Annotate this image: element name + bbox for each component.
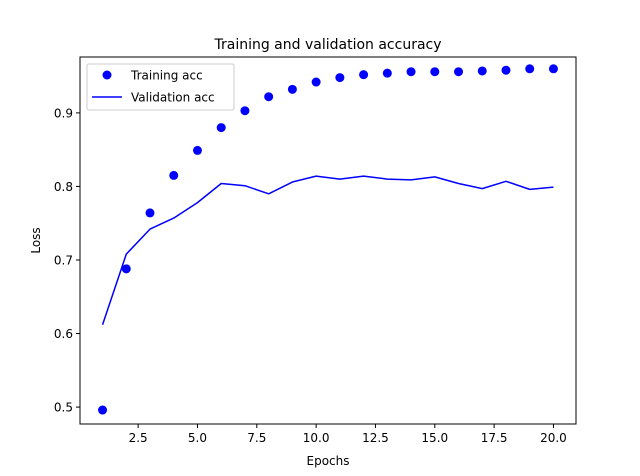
x-tick-label: 12.5 bbox=[362, 431, 389, 445]
training-acc-point bbox=[240, 106, 250, 116]
x-tick-label: 10.0 bbox=[303, 431, 330, 445]
legend-training-marker bbox=[102, 70, 112, 80]
training-acc-point bbox=[335, 73, 345, 83]
validation-acc-line bbox=[101, 175, 554, 325]
training-acc-point bbox=[216, 123, 226, 133]
y-axis-label: Loss bbox=[29, 227, 43, 253]
training-acc-point bbox=[287, 84, 297, 94]
training-acc-point bbox=[169, 170, 179, 180]
training-acc-point bbox=[501, 65, 511, 75]
legend-validation-label: Validation acc bbox=[131, 91, 215, 105]
training-acc-point bbox=[311, 77, 321, 87]
x-tick-label: 2.5 bbox=[129, 431, 148, 445]
training-acc-point bbox=[359, 70, 369, 80]
x-tick-label: 5.0 bbox=[188, 431, 207, 445]
legend: Training acc Validation acc bbox=[86, 63, 235, 111]
legend-box bbox=[86, 63, 235, 111]
training-acc-point bbox=[406, 67, 416, 77]
training-acc-point bbox=[98, 405, 108, 415]
x-axis: 2.5 5.0 7.5 10.0 12.5 15.0 17.5 20.0 bbox=[129, 424, 567, 445]
training-acc-point bbox=[192, 145, 202, 155]
x-tick-label: 20.0 bbox=[540, 431, 567, 445]
training-acc-point bbox=[382, 68, 392, 78]
y-tick-label: 0.5 bbox=[54, 401, 73, 415]
training-acc-point bbox=[477, 66, 487, 76]
x-tick-label: 7.5 bbox=[247, 431, 266, 445]
chart-title: Training and validation accuracy bbox=[213, 37, 441, 53]
training-acc-series bbox=[98, 64, 558, 415]
x-tick-label: 15.0 bbox=[421, 431, 448, 445]
y-tick-label: 0.8 bbox=[54, 180, 73, 194]
y-axis: 0.5 0.6 0.7 0.8 0.9 bbox=[54, 106, 80, 415]
y-tick-label: 0.7 bbox=[54, 253, 73, 267]
plot-area bbox=[79, 56, 577, 425]
training-acc-point bbox=[454, 67, 464, 77]
plot-frame bbox=[79, 56, 577, 425]
training-acc-point bbox=[430, 67, 440, 77]
training-acc-point bbox=[145, 208, 155, 218]
training-acc-point bbox=[548, 64, 558, 74]
training-acc-point bbox=[264, 92, 274, 102]
x-tick-label: 17.5 bbox=[481, 431, 508, 445]
y-tick-label: 0.6 bbox=[54, 327, 73, 341]
training-acc-point bbox=[525, 64, 535, 74]
y-tick-label: 0.9 bbox=[54, 106, 73, 120]
validation-acc-series bbox=[101, 175, 554, 325]
legend-training-label: Training acc bbox=[130, 69, 203, 83]
training-acc-point bbox=[121, 264, 131, 274]
x-axis-label: Epochs bbox=[307, 454, 350, 468]
